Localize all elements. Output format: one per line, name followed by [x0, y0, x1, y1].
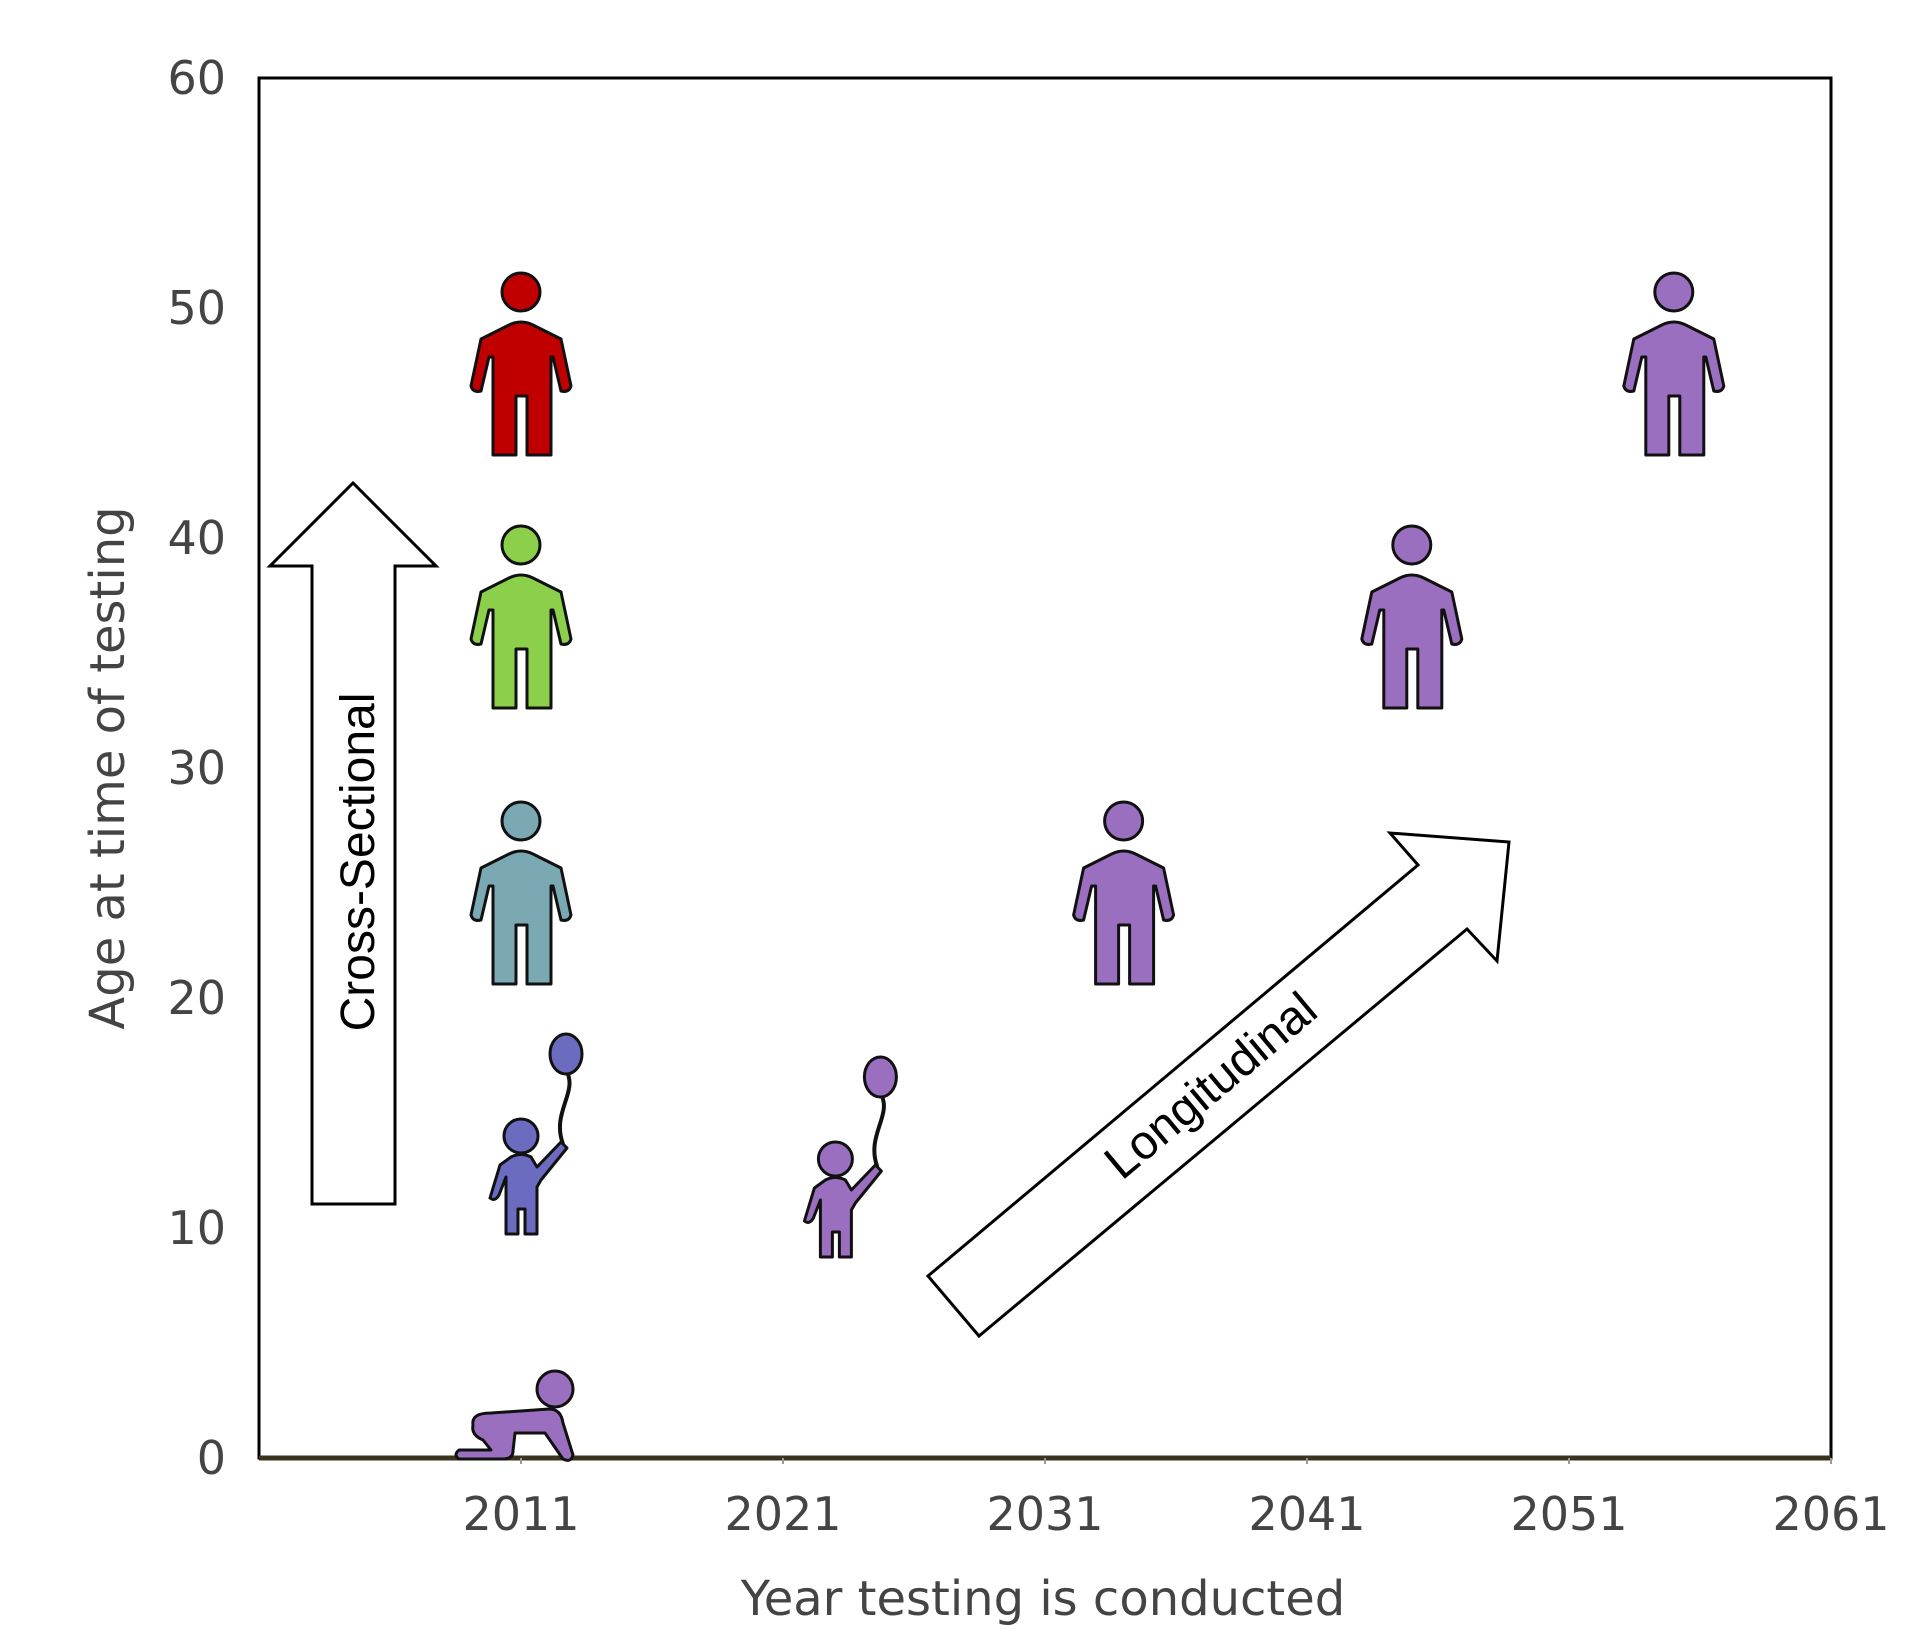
longitudinal-arrow: Longitudinal — [925, 831, 1511, 1339]
person-head — [1653, 271, 1695, 313]
x-tick-label: 2051 — [1510, 1487, 1627, 1541]
cross-sectional-label: Cross-Sectional — [332, 693, 385, 1032]
person-body — [1360, 573, 1464, 710]
adult-person-icon — [469, 800, 573, 986]
person-body — [1622, 320, 1726, 457]
child-with-balloon-icon — [802, 1055, 898, 1259]
data-points — [454, 271, 1726, 1462]
x-tick-label: 2031 — [986, 1487, 1103, 1541]
x-axis-label: Year testing is conducted — [740, 1571, 1345, 1627]
x-tick-label: 2041 — [1248, 1487, 1365, 1541]
y-tick-label: 50 — [167, 281, 226, 335]
balloon-string — [557, 1068, 572, 1145]
adult-person-icon — [469, 271, 573, 457]
person-body — [1072, 849, 1176, 986]
person-head — [500, 524, 542, 566]
longitudinal-label: Longitudinal — [1095, 983, 1327, 1190]
person-body — [469, 573, 573, 710]
child-body — [802, 1163, 883, 1259]
cross-sectional-arrow: Cross-Sectional — [266, 480, 440, 1206]
y-tick-label: 30 — [167, 741, 226, 795]
child-with-balloon-icon — [488, 1032, 584, 1236]
y-tick-label: 40 — [167, 511, 226, 565]
diagonal-arrow-icon — [925, 831, 1511, 1339]
child-body — [488, 1140, 569, 1236]
x-tick-label: 2061 — [1772, 1487, 1889, 1541]
person-head — [1103, 800, 1145, 842]
person-body — [469, 320, 573, 457]
person-body — [469, 849, 573, 986]
y-tick-label: 20 — [167, 971, 226, 1025]
balloon-string — [872, 1091, 886, 1168]
y-tick-label: 60 — [167, 51, 226, 105]
y-axis-ticks: 0 10 20 30 40 50 60 — [167, 51, 226, 1485]
x-axis-ticks: 2011 2021 2031 2041 2051 2061 — [462, 1458, 1890, 1541]
person-head — [500, 800, 542, 842]
x-tick-label: 2011 — [462, 1487, 579, 1541]
baby-body — [454, 1407, 575, 1462]
y-axis-label: Age at time of testing — [80, 506, 136, 1029]
balloon — [548, 1032, 584, 1076]
balloon — [862, 1055, 898, 1099]
x-tick-label: 2021 — [724, 1487, 841, 1541]
adult-person-icon — [1360, 524, 1464, 710]
up-arrow-icon — [266, 480, 440, 1206]
crawling-baby-icon — [454, 1369, 575, 1462]
baby-head — [535, 1369, 575, 1409]
adult-person-icon — [469, 524, 573, 710]
adult-person-icon — [1622, 271, 1726, 457]
person-head — [1391, 524, 1433, 566]
y-tick-label: 10 — [167, 1201, 226, 1255]
person-head — [500, 271, 542, 313]
child-head — [502, 1117, 540, 1155]
y-tick-label: 0 — [197, 1431, 226, 1485]
adult-person-icon — [1072, 800, 1176, 986]
child-head — [816, 1140, 854, 1178]
